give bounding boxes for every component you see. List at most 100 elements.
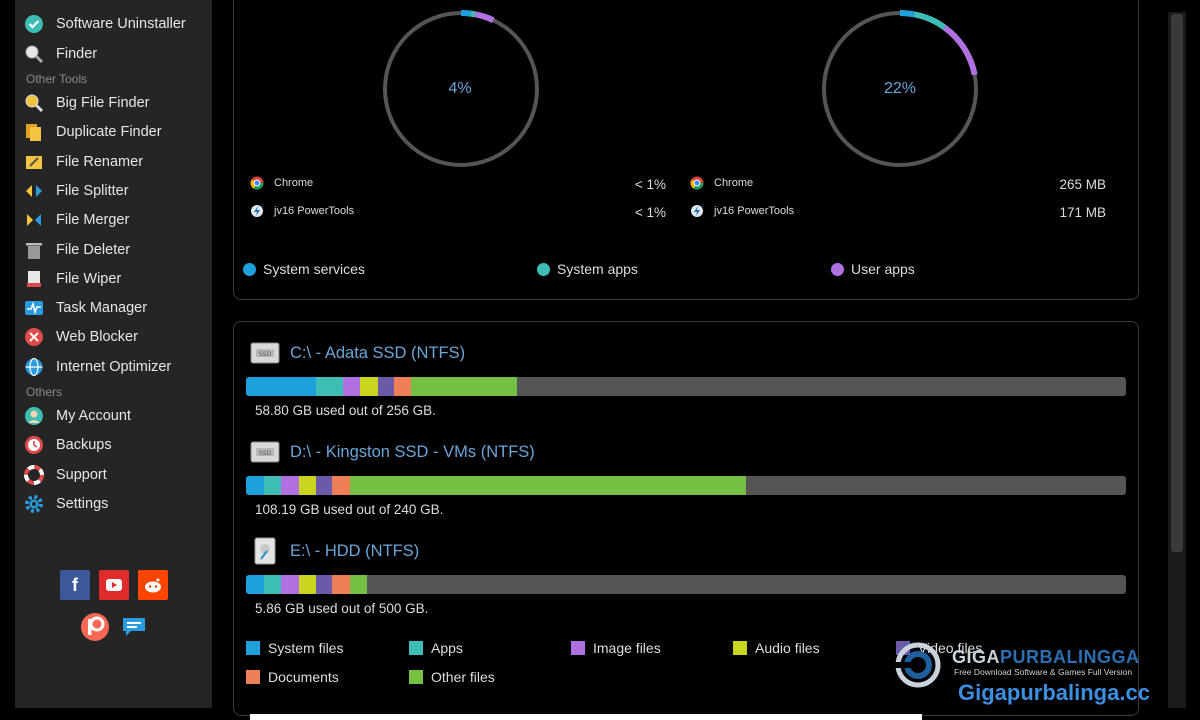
sidebar-item-file-renamer[interactable]: File Renamer bbox=[23, 149, 143, 175]
sidebar-item-support[interactable]: Support bbox=[23, 462, 107, 488]
hdd-icon bbox=[250, 537, 280, 565]
facebook-icon[interactable]: f bbox=[60, 570, 90, 600]
legend-label: System services bbox=[263, 261, 365, 277]
sidebar-item-label: File Deleter bbox=[56, 241, 131, 258]
legend-image-files: Image files bbox=[571, 640, 661, 656]
bar-segment bbox=[246, 377, 317, 396]
legend-system-files: System files bbox=[246, 640, 343, 656]
duplicate-icon bbox=[23, 121, 45, 143]
cpu-percent: 4% bbox=[448, 80, 472, 97]
sidebar-item-file-merger[interactable]: File Merger bbox=[23, 207, 129, 233]
drive-title-text: C:\ - Adata SSD (NTFS) bbox=[290, 343, 466, 362]
legend-swatch bbox=[571, 641, 585, 655]
sidebar-item-software-uninstaller[interactable]: Software Uninstaller bbox=[23, 11, 186, 37]
bar-segment bbox=[411, 377, 517, 396]
section-label-other-tools: Other Tools bbox=[26, 72, 88, 86]
sidebar-item-web-blocker[interactable]: Web Blocker bbox=[23, 324, 138, 350]
bar-segment bbox=[263, 575, 282, 594]
sidebar-item-big-file-finder[interactable]: Big File Finder bbox=[23, 90, 149, 116]
bar-segment bbox=[316, 575, 333, 594]
sidebar-item-file-wiper[interactable]: File Wiper bbox=[23, 266, 121, 292]
trash-icon bbox=[23, 239, 45, 261]
cpu-donut bbox=[383, 10, 539, 167]
legend-swatch bbox=[246, 670, 260, 684]
donut-segment bbox=[460, 10, 471, 17]
memory-percent: 22% bbox=[883, 80, 917, 97]
jv16-icon bbox=[690, 204, 704, 218]
sidebar-item-label: Big File Finder bbox=[56, 95, 150, 111]
donut-segment bbox=[942, 25, 978, 76]
check-circle-icon bbox=[23, 13, 45, 35]
bar-segment bbox=[281, 575, 299, 594]
sidebar-item-task-manager[interactable]: Task Manager bbox=[23, 295, 147, 321]
legend-swatch bbox=[409, 670, 423, 684]
reddit-icon[interactable] bbox=[138, 570, 168, 600]
bar-segment bbox=[349, 476, 746, 495]
sidebar-item-label: Task Manager bbox=[56, 300, 148, 317]
bar-segment bbox=[342, 377, 361, 396]
bar-segment bbox=[332, 575, 350, 594]
merge-icon bbox=[23, 209, 45, 231]
sidebar-item-label: File Merger bbox=[56, 212, 130, 229]
bar-segment bbox=[263, 476, 282, 495]
drive-used-text: 58.80 GB used out of 256 GB. bbox=[255, 403, 436, 418]
sidebar-item-internet-optimizer[interactable]: Internet Optimizer bbox=[23, 354, 171, 380]
process-value: 171 MB bbox=[1059, 205, 1106, 220]
process-name: Chrome bbox=[714, 177, 754, 189]
donut-segment bbox=[474, 11, 495, 23]
sidebar-item-label: File Renamer bbox=[56, 153, 144, 170]
rename-icon bbox=[23, 151, 45, 173]
watermark-brand: GIGAPURBALINGGA bbox=[952, 647, 1140, 668]
sidebar-item-file-deleter[interactable]: File Deleter bbox=[23, 237, 130, 263]
big-file-finder-icon bbox=[23, 92, 45, 114]
user-icon bbox=[23, 405, 45, 427]
legend-swatch bbox=[246, 641, 260, 655]
legend-documents: Documents bbox=[246, 669, 339, 685]
bar-segment bbox=[298, 476, 317, 495]
drive-usage-bar-c bbox=[246, 377, 1126, 396]
scrollbar-thumb[interactable] bbox=[1171, 14, 1183, 552]
drive-title-d: SSD D:\ - Kingston SSD - VMs (NTFS) bbox=[250, 439, 535, 465]
process-value: < 1% bbox=[634, 177, 666, 192]
legend-user-apps: User apps bbox=[831, 261, 915, 277]
legend-system-apps: System apps bbox=[537, 261, 638, 277]
sidebar-item-finder[interactable]: Finder bbox=[23, 41, 97, 67]
drive-title-c: SSD C:\ - Adata SSD (NTFS) bbox=[250, 340, 465, 366]
legend-apps: Apps bbox=[409, 640, 463, 656]
drive-title-e: E:\ - HDD (NTFS) bbox=[250, 537, 419, 565]
sidebar-item-backups[interactable]: Backups bbox=[23, 432, 112, 458]
bar-segment bbox=[298, 575, 317, 594]
sidebar-item-label: Software Uninstaller bbox=[56, 16, 186, 32]
sidebar-item-duplicate-finder[interactable]: Duplicate Finder bbox=[23, 119, 162, 145]
legend-label: Image files bbox=[593, 640, 661, 656]
watermark-brand-b: PURBALINGGA bbox=[1000, 647, 1140, 667]
magnifier-icon bbox=[23, 43, 45, 65]
patreon-icon[interactable] bbox=[80, 612, 110, 642]
bar-segment bbox=[332, 476, 350, 495]
legend-label: User apps bbox=[851, 261, 915, 277]
sidebar-item-label: Duplicate Finder bbox=[56, 124, 162, 141]
legend-audio-files: Audio files bbox=[733, 640, 820, 656]
lifebuoy-icon bbox=[23, 464, 45, 486]
bar-segment bbox=[281, 476, 299, 495]
donut-segment bbox=[899, 10, 915, 18]
youtube-icon[interactable] bbox=[99, 570, 129, 600]
watermark-url: Gigapurbalinga.cc bbox=[958, 680, 1150, 705]
process-name: Chrome bbox=[274, 177, 314, 189]
sidebar-item-settings[interactable]: Settings bbox=[23, 491, 108, 517]
svg-text:SSD: SSD bbox=[259, 351, 272, 358]
bar-segment bbox=[393, 377, 412, 396]
bar-segment bbox=[377, 377, 394, 396]
sidebar-item-label: My Account bbox=[56, 408, 131, 424]
watermark-subtitle: Free Download Software & Games Full Vers… bbox=[954, 667, 1133, 677]
bar-segment bbox=[316, 476, 333, 495]
sidebar-item-label: File Wiper bbox=[56, 270, 122, 287]
bar-segment bbox=[349, 575, 368, 594]
legend-label: System apps bbox=[557, 261, 638, 277]
wiper-icon bbox=[23, 268, 45, 290]
chat-icon[interactable] bbox=[119, 612, 149, 642]
sidebar-item-file-splitter[interactable]: File Splitter bbox=[23, 178, 129, 204]
ssd-icon: SSD bbox=[250, 340, 280, 366]
sidebar-item-my-account[interactable]: My Account bbox=[23, 403, 131, 429]
sidebar-item-label: Support bbox=[56, 466, 107, 483]
